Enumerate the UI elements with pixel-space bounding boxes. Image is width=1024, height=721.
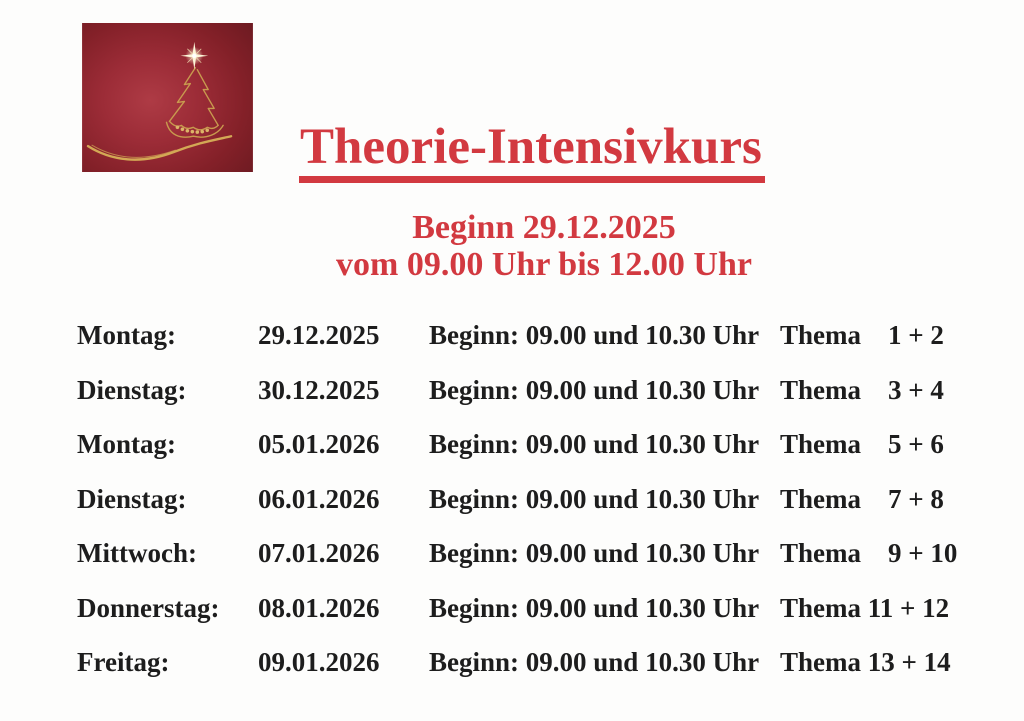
day-cell: Dienstag: — [77, 374, 187, 405]
course-start-info: Beginn 29.12.2025 vom 09.00 Uhr bis 12.0… — [336, 209, 752, 283]
date-cell: 06.01.2026 — [258, 483, 380, 514]
schedule-table: Montag: 29.12.2025 Beginn: 09.00 und 10.… — [0, 321, 1024, 703]
table-row: Dienstag: 30.12.2025 Beginn: 09.00 und 1… — [0, 374, 1024, 431]
date-cell: 08.01.2026 — [258, 592, 380, 623]
day-cell: Dienstag: — [77, 483, 187, 514]
day-cell: Freitag: — [77, 647, 170, 677]
time-cell: Beginn: 09.00 und 10.30 Uhr — [429, 647, 760, 677]
page-title-text: Theorie-Intensivkurs — [299, 122, 765, 183]
day-cell: Montag: — [77, 320, 176, 350]
table-row: Montag: 29.12.2025 Beginn: 09.00 und 10.… — [0, 321, 1024, 376]
thema-cell: Thema 1 + 2 — [780, 320, 944, 350]
table-row: Dienstag: 06.01.2026 Beginn: 09.00 und 1… — [0, 483, 1024, 540]
thema-cell: Thema 11 + 12 — [780, 592, 950, 623]
time-cell: Beginn: 09.00 und 10.30 Uhr — [429, 320, 760, 350]
thema-cell: Thema 7 + 8 — [780, 483, 944, 514]
table-row: Donnerstag: 08.01.2026 Beginn: 09.00 und… — [0, 592, 1024, 649]
thema-cell: Thema 9 + 10 — [780, 538, 958, 568]
time-cell: Beginn: 09.00 und 10.30 Uhr — [429, 429, 760, 459]
date-cell: 05.01.2026 — [258, 429, 380, 459]
table-row: Freitag: 09.01.2026 Beginn: 09.00 und 10… — [0, 648, 1024, 703]
thema-cell: Thema 5 + 6 — [780, 429, 944, 459]
time-cell: Beginn: 09.00 und 10.30 Uhr — [429, 592, 760, 623]
time-cell: Beginn: 09.00 und 10.30 Uhr — [429, 538, 760, 568]
star-icon — [180, 41, 209, 70]
page-title: Theorie-Intensivkurs — [299, 122, 765, 183]
day-cell: Mittwoch: — [77, 538, 197, 568]
date-cell: 30.12.2025 — [258, 374, 380, 405]
thema-cell: Thema 3 + 4 — [780, 374, 944, 405]
day-cell: Donnerstag: — [77, 592, 220, 623]
garland-dots — [175, 125, 210, 134]
christmas-tree-image — [82, 23, 253, 172]
start-date-line: Beginn 29.12.2025 — [412, 209, 676, 246]
thema-cell: Thema 13 + 14 — [780, 647, 951, 677]
day-cell: Montag: — [77, 429, 176, 459]
time-cell: Beginn: 09.00 und 10.30 Uhr — [429, 374, 760, 405]
table-row: Montag: 05.01.2026 Beginn: 09.00 und 10.… — [0, 430, 1024, 485]
date-cell: 09.01.2026 — [258, 647, 380, 677]
swoosh-line — [86, 135, 233, 161]
date-cell: 07.01.2026 — [258, 538, 380, 568]
time-cell: Beginn: 09.00 und 10.30 Uhr — [429, 483, 760, 514]
table-row: Mittwoch: 07.01.2026 Beginn: 09.00 und 1… — [0, 539, 1024, 594]
time-range-line: vom 09.00 Uhr bis 12.00 Uhr — [336, 246, 752, 283]
date-cell: 29.12.2025 — [258, 320, 380, 350]
